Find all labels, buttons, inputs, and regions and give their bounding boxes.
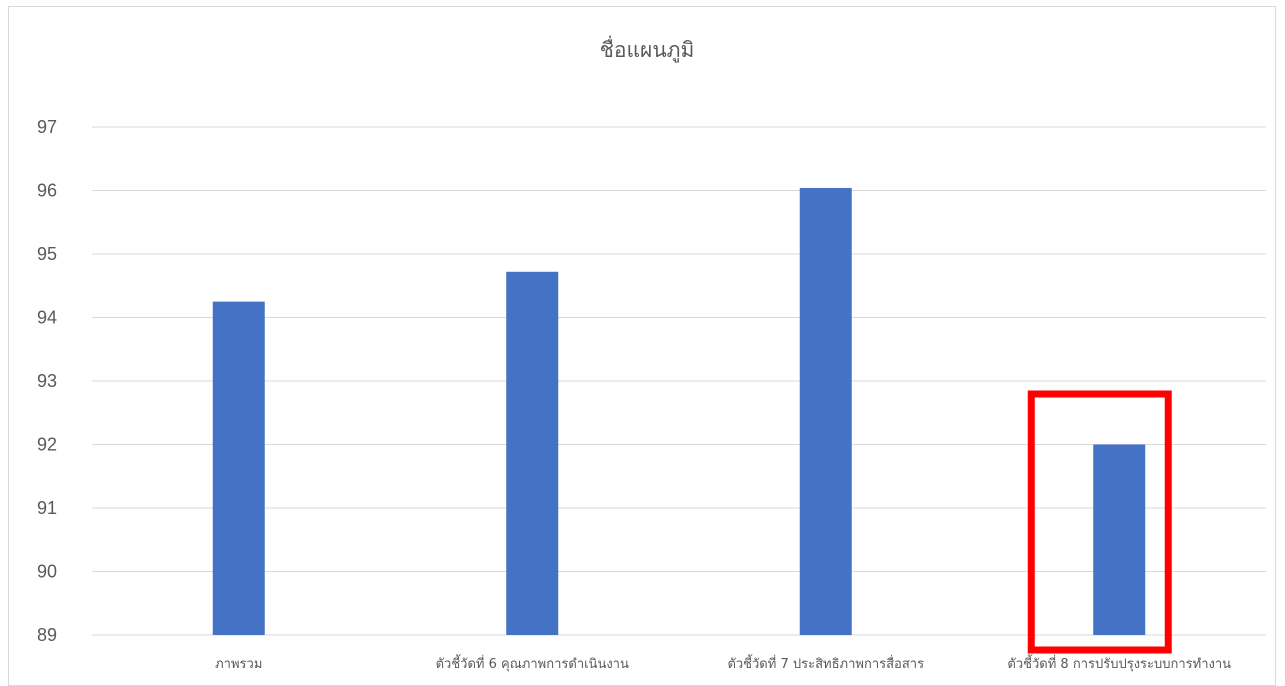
- x-tick-label: ภาพรวม: [215, 657, 262, 672]
- bar: [1093, 444, 1146, 635]
- y-tick-label: 89: [37, 625, 57, 645]
- x-tick-label: ตัวชี้วัดที่ 7 ประสิทธิภาพการสื่อสาร: [727, 654, 924, 672]
- y-tick-label: 97: [37, 117, 57, 137]
- x-tick-label: ตัวชี้วัดที่ 6 คุณภาพการดำเนินงาน: [436, 654, 629, 672]
- highlight-layer: [1027, 390, 1172, 654]
- y-tick-label: 93: [37, 371, 57, 391]
- gridlines: [92, 126, 1266, 636]
- bar: [506, 271, 559, 635]
- bar: [799, 187, 852, 635]
- y-tick-label: 95: [37, 244, 57, 264]
- y-tick-label: 90: [37, 562, 57, 582]
- chart-title: ชื่อแผนภูมิ: [600, 35, 695, 63]
- y-tick-label: 94: [37, 308, 57, 328]
- bar: [212, 301, 265, 635]
- y-axis-ticks: 89 90 91 92 93 94 95 96 97: [37, 117, 57, 645]
- x-axis-ticks: ภาพรวม ตัวชี้วัดที่ 6 คุณภาพการดำเนินงาน ต…: [215, 654, 1231, 672]
- x-tick-label: ตัวชี้วัดที่ 8 การปรับปรุงระบบการทำงาน: [1007, 654, 1231, 672]
- y-tick-label: 91: [37, 498, 57, 518]
- y-tick-label: 92: [37, 435, 57, 455]
- bars: [212, 187, 1146, 635]
- y-tick-label: 96: [37, 181, 57, 201]
- highlight-box: [1027, 390, 1172, 654]
